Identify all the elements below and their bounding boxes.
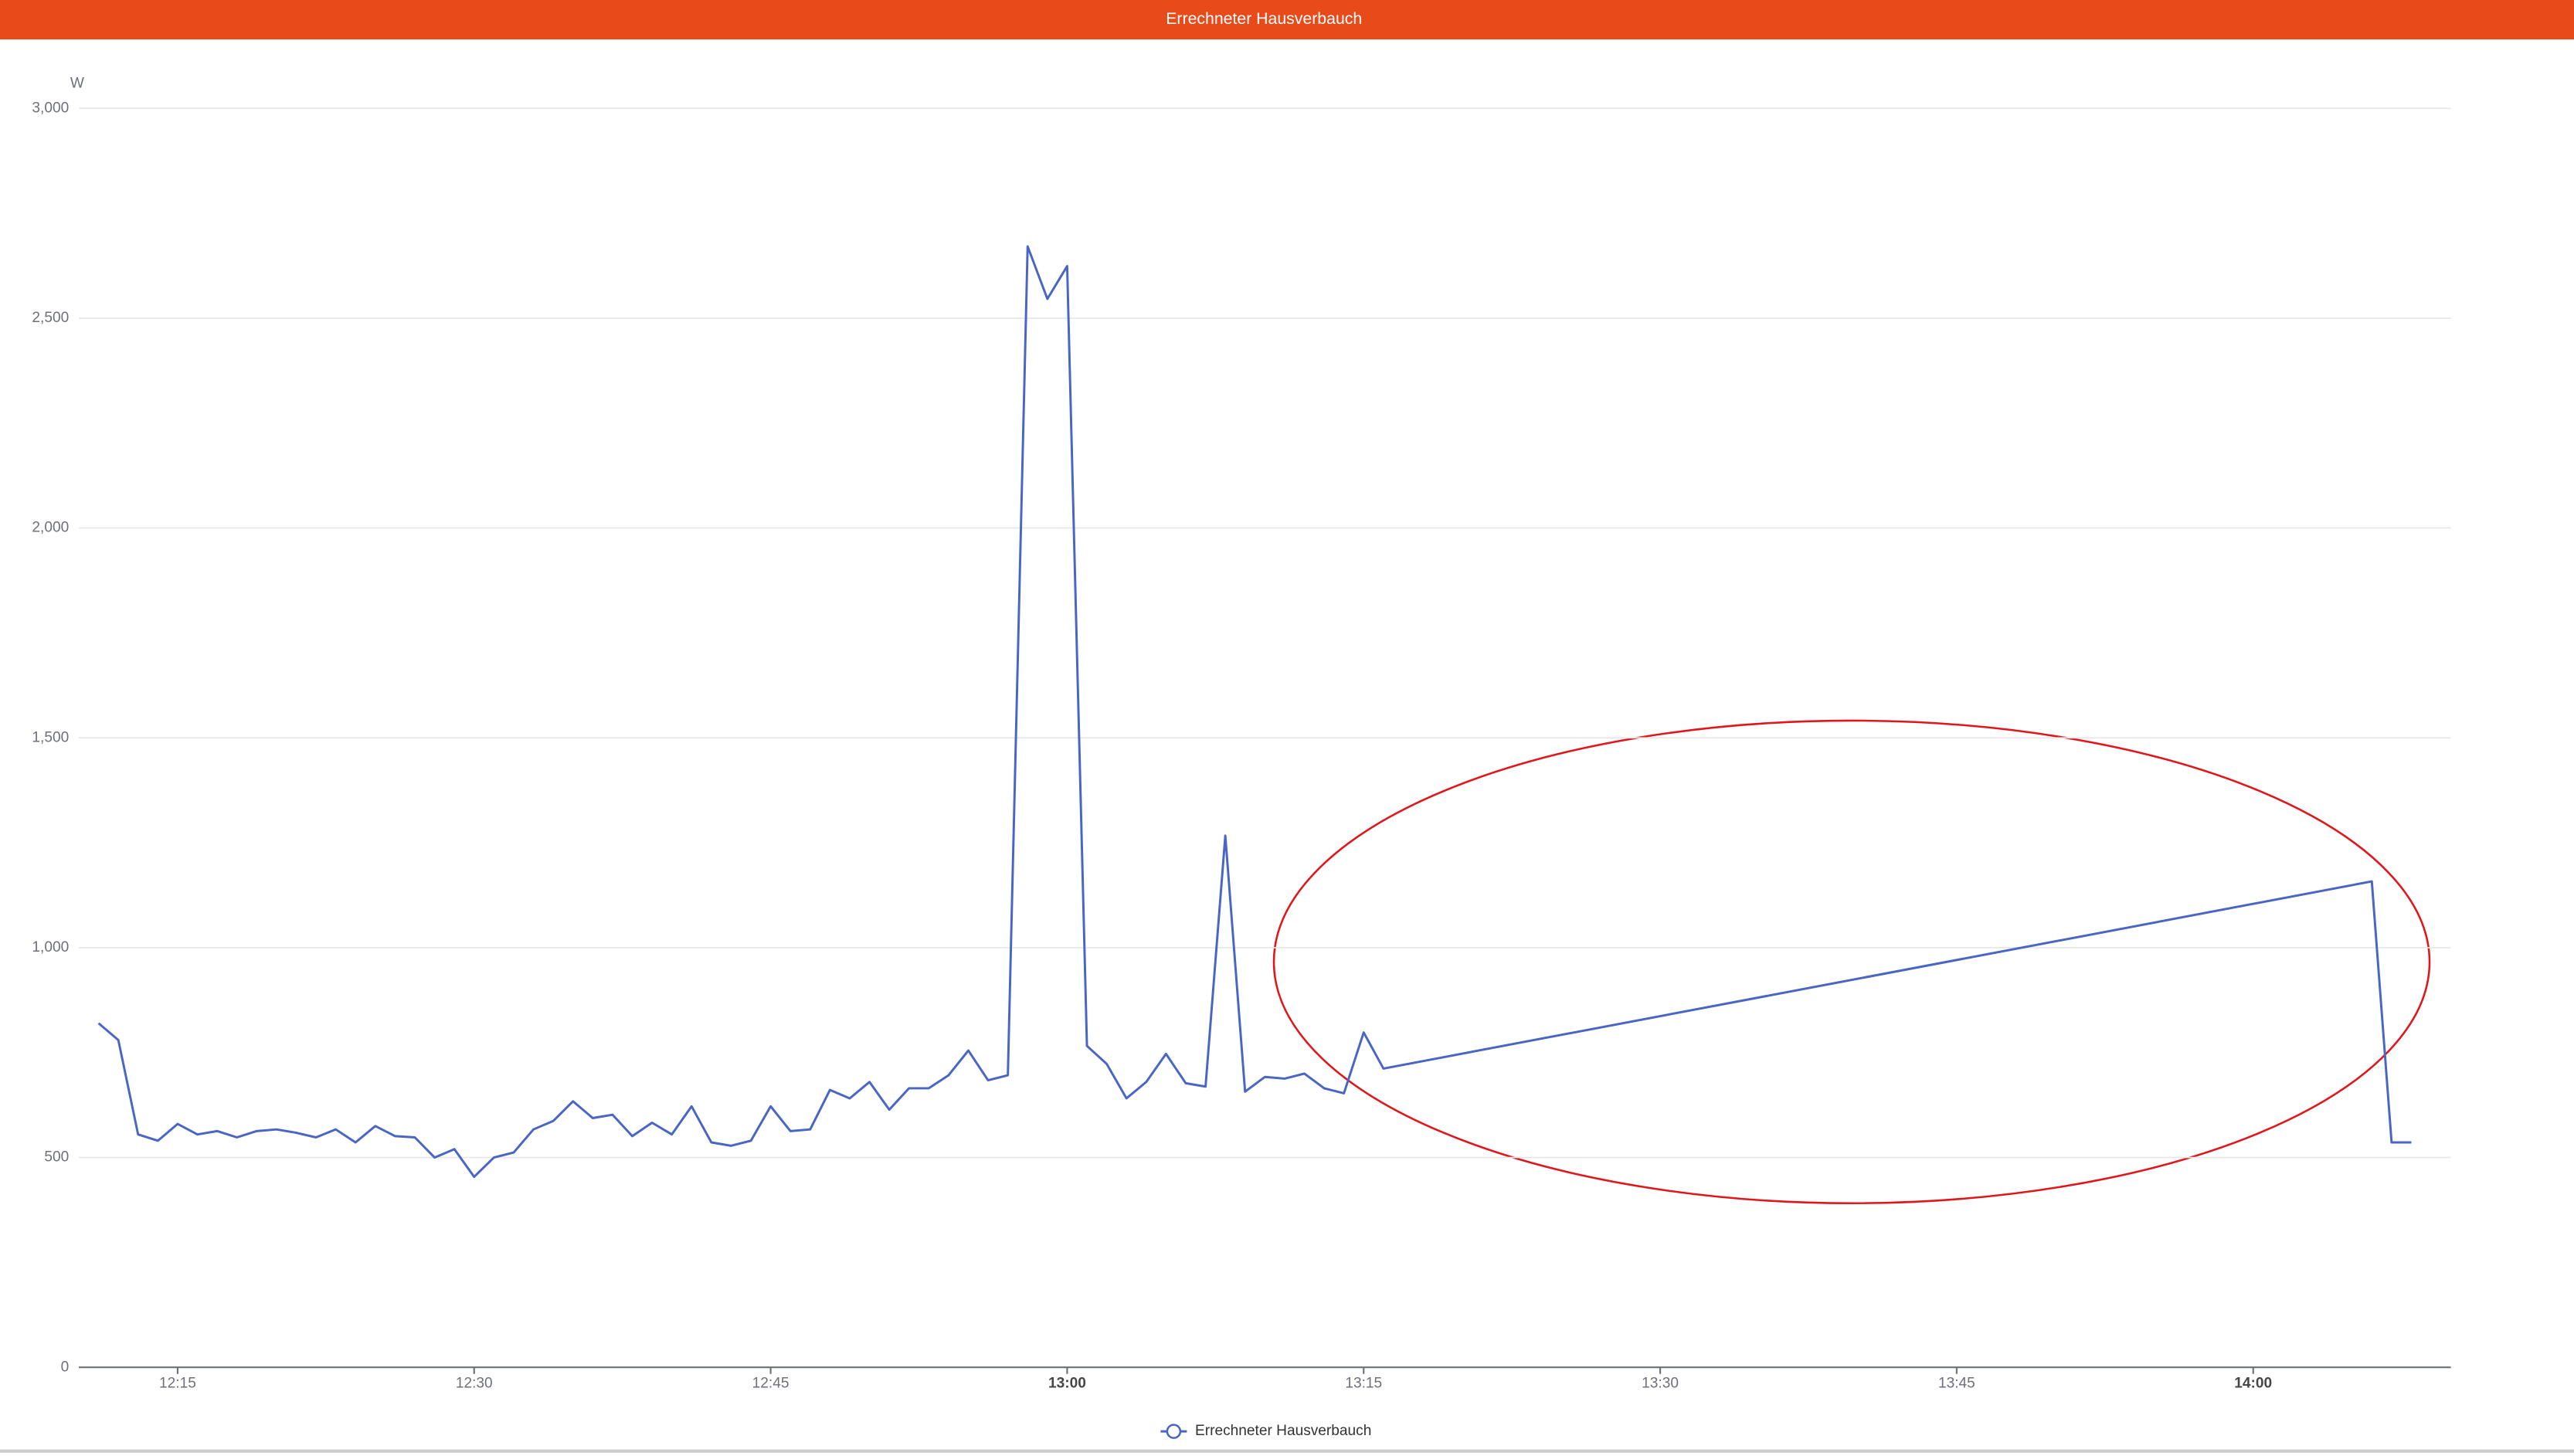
x-tick-label: 13:30 bbox=[1642, 1376, 1679, 1392]
y-axis-unit: W bbox=[70, 75, 84, 91]
y-tick-label: 500 bbox=[44, 1149, 69, 1166]
highlight-ellipse bbox=[1272, 719, 2431, 1205]
title-bar bbox=[0, 0, 2574, 40]
y-tick-label: 1,000 bbox=[32, 939, 69, 955]
x-tick-label: 12:45 bbox=[752, 1376, 790, 1392]
y-tick-label: 2,500 bbox=[32, 310, 69, 326]
y-tick-label: 3,000 bbox=[32, 100, 69, 116]
chart-title: Errechneter Hausverbauch bbox=[1166, 9, 1362, 28]
x-tick-label: 13:00 bbox=[1048, 1376, 1086, 1392]
x-tick-label: 12:30 bbox=[456, 1376, 493, 1392]
legend-label: Errechneter Hausverbauch bbox=[1195, 1423, 1371, 1439]
y-tick-label: 0 bbox=[61, 1359, 70, 1375]
y-tick-label: 2,000 bbox=[32, 520, 69, 536]
legend-marker bbox=[1166, 1424, 1182, 1439]
x-tick-label: 14:00 bbox=[2234, 1376, 2272, 1392]
x-tick-label: 13:45 bbox=[1938, 1376, 1975, 1392]
series-line bbox=[97, 245, 2412, 1179]
x-tick-label: 13:15 bbox=[1345, 1376, 1382, 1392]
x-tick-label: 12:15 bbox=[159, 1376, 196, 1392]
y-tick-label: 1,500 bbox=[32, 729, 69, 745]
